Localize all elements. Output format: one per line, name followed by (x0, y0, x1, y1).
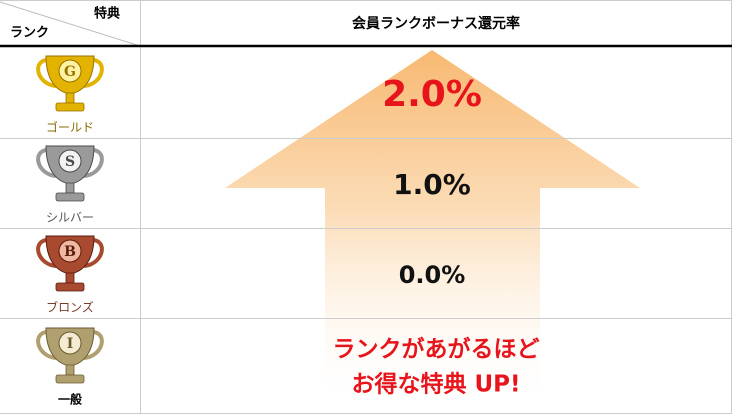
trophy-base (55, 282, 85, 292)
trophy-handles (36, 148, 104, 178)
trophy-handles (36, 238, 104, 268)
up-arrow (225, 50, 640, 410)
rank-label: 一般 (58, 392, 82, 407)
rank-label: ゴールド (46, 120, 94, 135)
trophy-base (55, 374, 85, 384)
trophy: I (36, 327, 104, 384)
bonus-rate: 2.0% (382, 74, 482, 115)
message-line: ランクがあがるほど (333, 336, 540, 363)
rank-label: シルバー (46, 211, 94, 225)
trophy-base (55, 192, 85, 202)
trophy-stem (65, 182, 75, 194)
trophy-emblem (58, 149, 82, 173)
trophy-stem (65, 272, 75, 284)
corner-diagonal (0, 1, 141, 47)
trophy: B (36, 235, 104, 292)
corner-top: 特典 (94, 6, 120, 22)
trophy-letter: S (65, 154, 75, 170)
trophy-letter: I (67, 336, 74, 352)
trophy-stem (65, 92, 75, 104)
trophy-emblem (58, 59, 82, 83)
rank-label: ブロンズ (46, 300, 94, 315)
trophy-handles (36, 330, 104, 360)
message-line: お得な特典 UP! (351, 371, 520, 398)
trophy-letter: G (64, 64, 76, 80)
trophy-letter: B (64, 244, 76, 260)
corner-bottom: ランク (10, 26, 49, 41)
trophy-base (55, 102, 85, 112)
trophy-handles (36, 58, 104, 88)
trophy-stem (65, 364, 75, 376)
trophy-emblem (58, 239, 82, 263)
trophy-emblem (58, 331, 82, 355)
trophy: G (36, 55, 104, 112)
bonus-rate: 1.0% (393, 168, 471, 201)
header-title: 会員ランクボーナス還元率 (352, 15, 520, 32)
trophy: S (36, 145, 104, 202)
bonus-rate: 0.0% (399, 261, 466, 289)
